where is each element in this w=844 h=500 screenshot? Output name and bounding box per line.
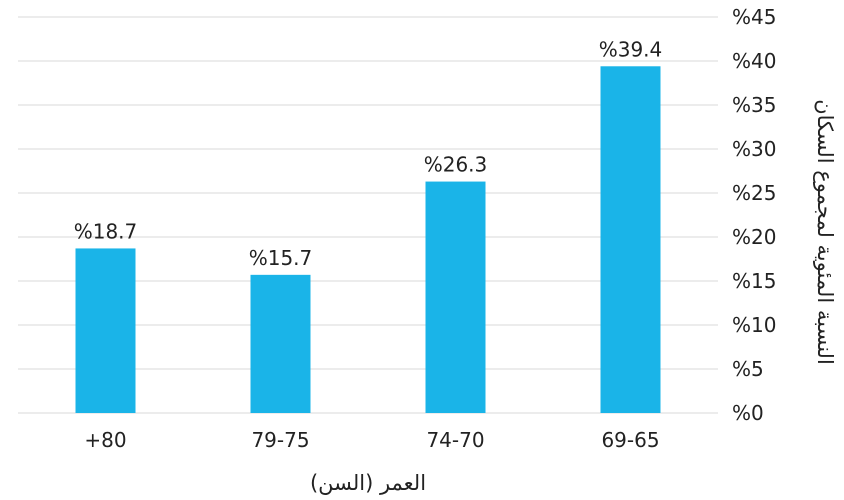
bars	[75, 66, 661, 413]
y-tick-label: %40	[732, 49, 776, 73]
y-tick-label: %5	[732, 357, 764, 381]
x-category-label: 79-75	[251, 428, 309, 452]
bar	[425, 181, 486, 413]
x-axis-title: العمر (السن)	[310, 471, 426, 495]
data-label: %39.4	[599, 37, 663, 61]
data-label: %18.7	[74, 219, 138, 243]
y-tick-label: %30	[732, 137, 776, 161]
data-label: %26.3	[424, 153, 488, 177]
y-tick-label: %0	[732, 401, 764, 425]
y-tick-label: %25	[732, 181, 776, 205]
data-label: %15.7	[249, 246, 313, 270]
y-tick-label: %15	[732, 269, 776, 293]
y-tick-labels: %0 %5 %10 %15 %20 %25 %30 %35 %40 %45	[732, 5, 776, 425]
data-labels: %18.7 %15.7 %26.3 %39.4	[74, 37, 663, 270]
x-category-labels: +80 79-75 74-70 69-65	[84, 428, 659, 452]
x-category-label: 69-65	[601, 428, 659, 452]
y-tick-label: %20	[732, 225, 776, 249]
x-category-label: +80	[84, 428, 126, 452]
y-tick-label: %10	[732, 313, 776, 337]
y-axis-title: النسبة المئوية لمجموع السكان	[813, 99, 837, 365]
y-tick-label: %45	[732, 5, 776, 29]
bar	[600, 66, 661, 413]
x-category-label: 74-70	[426, 428, 484, 452]
bar	[250, 274, 311, 413]
bar	[75, 248, 136, 413]
y-tick-label: %35	[732, 93, 776, 117]
